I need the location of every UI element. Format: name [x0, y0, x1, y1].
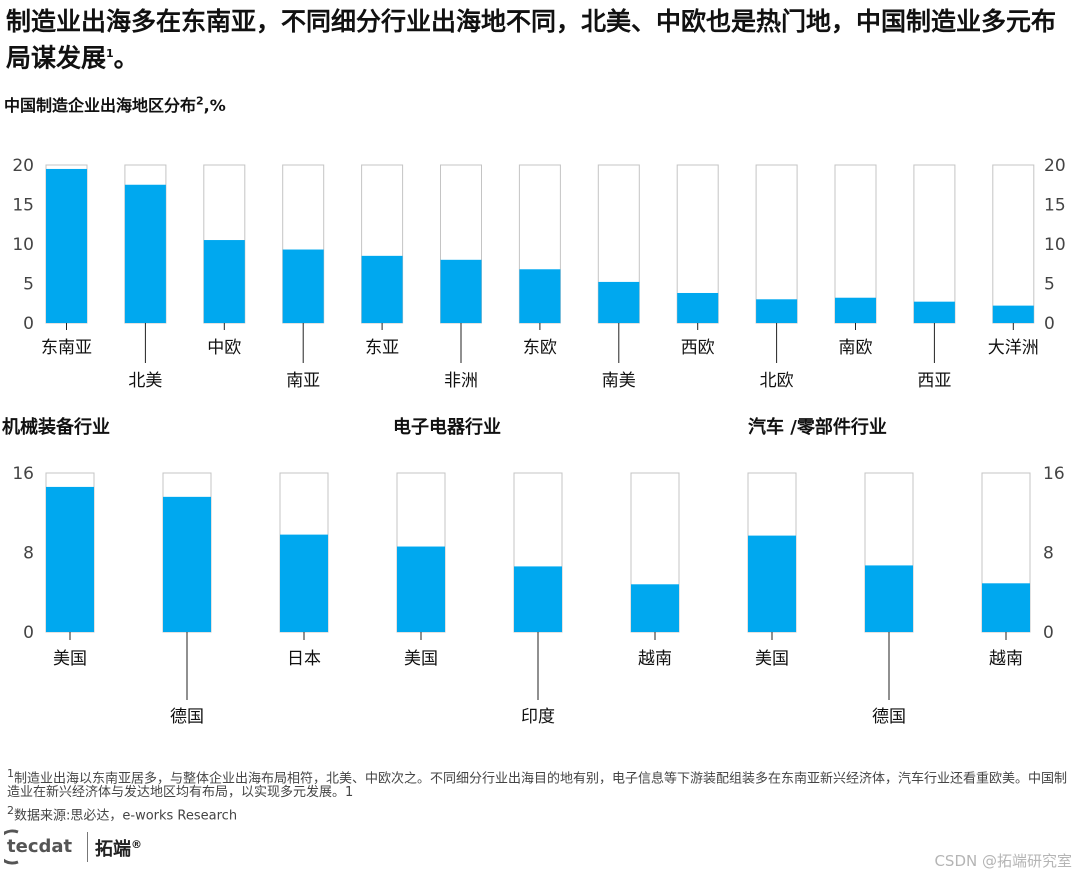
y-tick-left-label: 0	[23, 623, 34, 643]
category-label: 西亚	[917, 371, 951, 391]
category-label: 东南亚	[41, 338, 92, 358]
y-tick-right-label: 0	[1044, 314, 1055, 334]
y-tick-right-label: 16	[1043, 464, 1065, 484]
y-tick-right-label: 5	[1044, 275, 1055, 295]
y-tick-left-label: 10	[12, 235, 34, 255]
category-label: 西欧	[681, 338, 715, 358]
category-label: 德国	[170, 707, 204, 727]
category-label: 非洲	[444, 371, 478, 391]
y-tick-left-label: 16	[12, 464, 34, 484]
region-chart-title: 中国制造企业出海地区分布2,%	[4, 94, 226, 115]
bar-西欧	[677, 292, 719, 323]
machinery-section-title: 机械装备行业	[2, 417, 110, 438]
category-label: 东欧	[523, 338, 557, 358]
bar-frame	[755, 164, 798, 324]
bar-frame	[992, 164, 1035, 324]
electronics-section-title: 电子电器行业	[393, 417, 501, 438]
category-label: 大洋洲	[988, 338, 1039, 358]
y-tick-left-label: 15	[12, 196, 34, 216]
category-label: 中欧	[207, 338, 241, 358]
category-label: 美国	[53, 649, 87, 669]
auto-section-title: 汽车 /零部件行业	[748, 417, 887, 438]
footnote-2: 2数据来源:思必达，e-works Research	[7, 804, 238, 824]
bar-日本	[280, 534, 328, 632]
category-label: 德国	[872, 707, 906, 727]
bar-中欧	[203, 240, 245, 323]
category-label: 印度	[521, 707, 555, 727]
category-label: 越南	[989, 649, 1023, 669]
category-label: 东亚	[365, 338, 399, 358]
bar-美国	[748, 535, 796, 632]
brand-name: 拓端®	[95, 838, 142, 860]
y-tick-left-label: 20	[12, 156, 34, 176]
category-label: 南欧	[839, 338, 873, 358]
bar-越南	[631, 584, 679, 632]
bar-美国	[397, 546, 445, 632]
category-label: 美国	[404, 649, 438, 669]
bar-非洲	[440, 259, 482, 323]
y-tick-right-label: 0	[1043, 623, 1054, 643]
bar-印度	[514, 566, 562, 632]
tecdat-logo: tecdat	[4, 829, 73, 865]
y-tick-right-label: 15	[1044, 196, 1066, 216]
footnote-1: 1制造业出海以东南亚居多，与整体企业出海布局相符，北美、中欧次之。不同细分行业出…	[7, 767, 1068, 801]
bar-美国	[46, 486, 94, 632]
bar-德国	[865, 565, 913, 632]
y-tick-right-label: 10	[1044, 235, 1066, 255]
bar-南欧	[835, 297, 876, 323]
bar-东南亚	[46, 168, 87, 323]
watermark: CSDN @拓端研究室	[934, 852, 1072, 870]
y-tick-left-label: 5	[23, 275, 34, 295]
bar-德国	[163, 496, 211, 632]
logo-text: tecdat	[7, 836, 73, 857]
y-tick-right-label: 8	[1043, 544, 1054, 564]
category-label: 北美	[128, 371, 162, 391]
bar-西亚	[913, 301, 955, 323]
bar-南美	[598, 281, 640, 323]
category-label: 越南	[638, 649, 672, 669]
bar-frame	[913, 164, 956, 324]
bar-北美	[124, 184, 166, 323]
y-tick-left-label: 0	[23, 314, 34, 334]
category-label: 南亚	[286, 371, 320, 391]
category-label: 美国	[755, 649, 789, 669]
logo-divider	[87, 832, 88, 862]
y-tick-right-label: 20	[1044, 156, 1066, 176]
bar-南亚	[282, 249, 324, 323]
category-label: 日本	[287, 649, 321, 669]
category-label: 北欧	[760, 371, 794, 391]
page-title: 制造业出海多在东南亚，不同细分行业出海地不同，北美、中欧也是热门地，中国制造业多…	[6, 7, 1057, 73]
bar-东亚	[361, 255, 403, 323]
y-tick-left-label: 8	[23, 544, 34, 564]
category-label: 南美	[602, 371, 636, 391]
bar-越南	[982, 583, 1030, 632]
bar-东欧	[519, 269, 561, 323]
bar-大洋洲	[992, 305, 1034, 323]
bar-北欧	[756, 299, 798, 323]
